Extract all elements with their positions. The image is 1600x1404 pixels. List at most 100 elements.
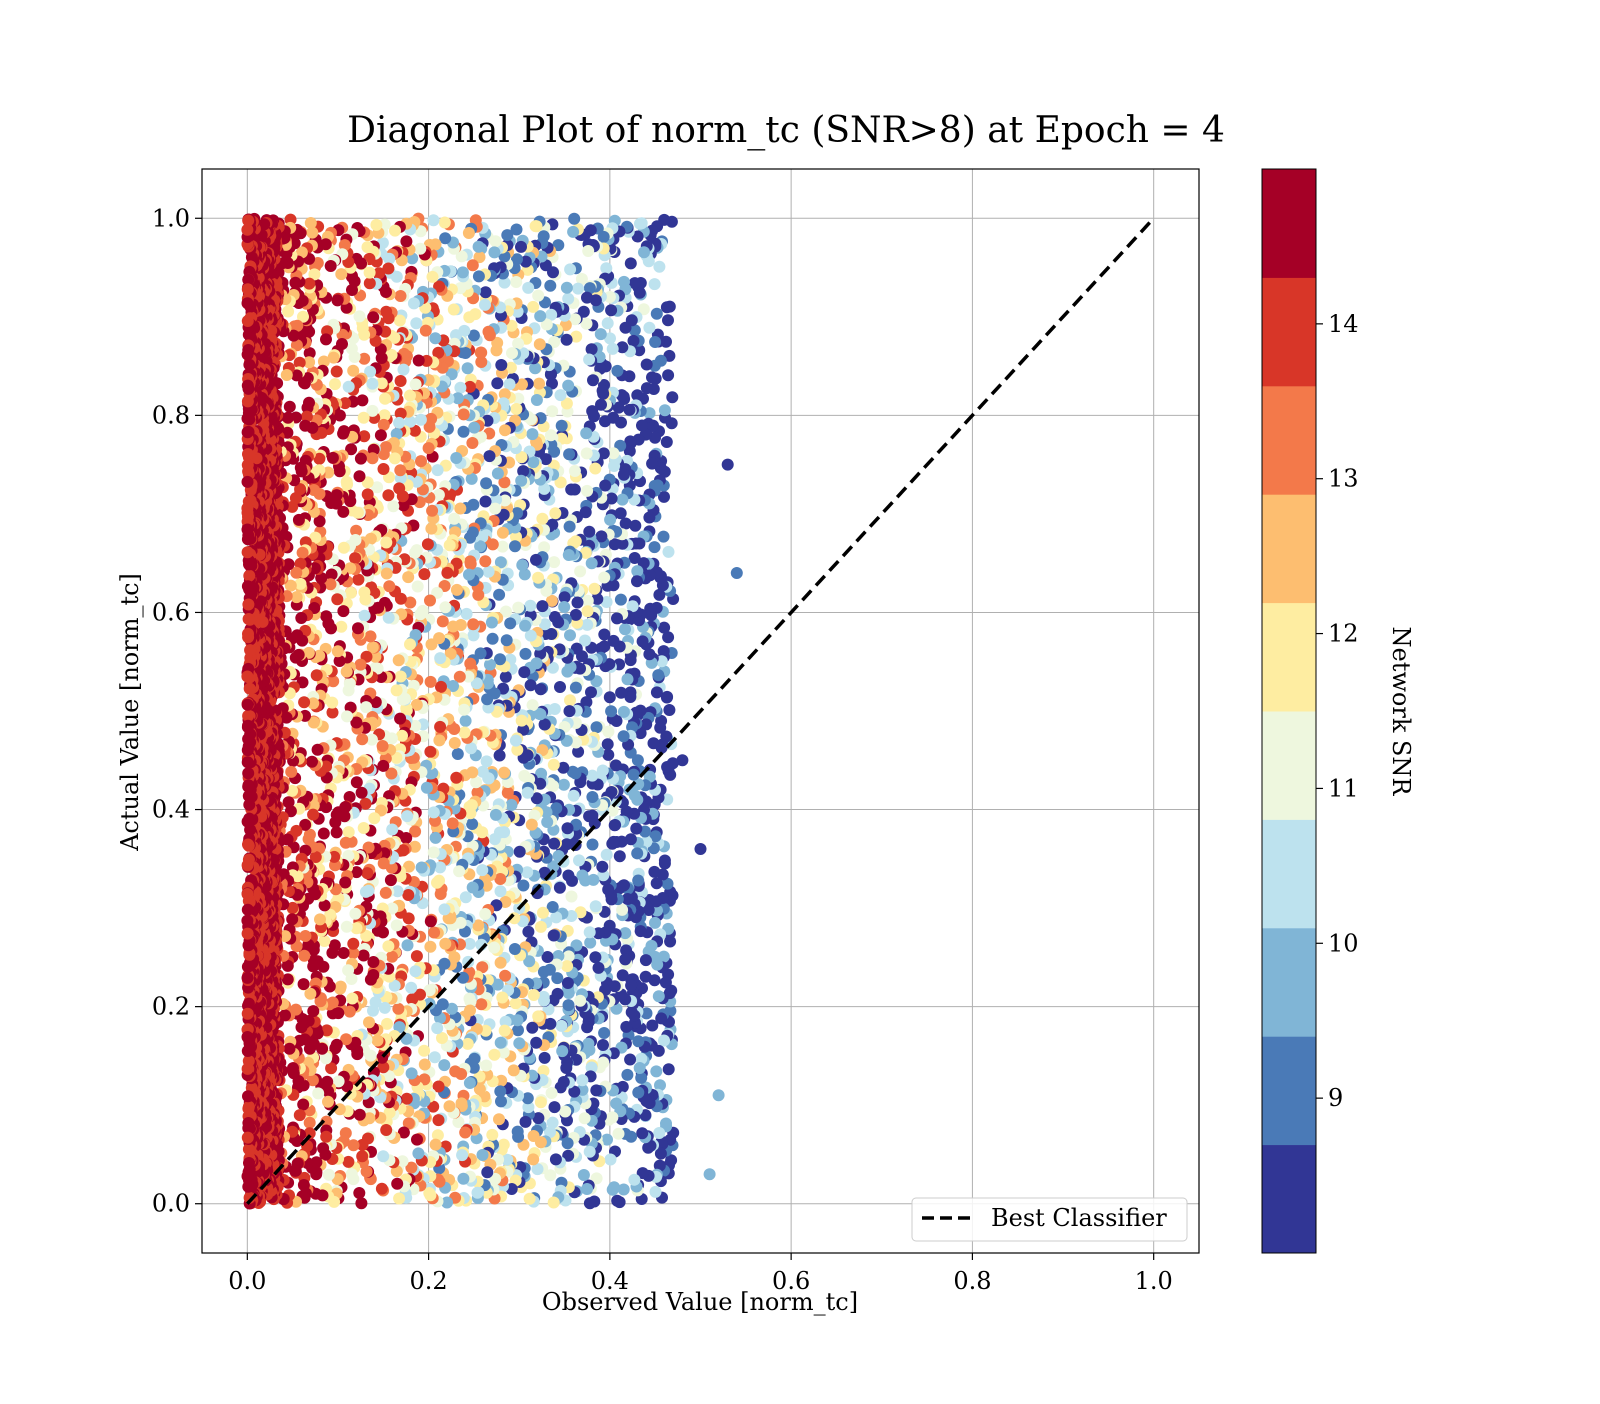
scatter-point <box>422 538 434 550</box>
scatter-point <box>360 886 372 898</box>
scatter-point <box>491 344 503 356</box>
scatter-point <box>418 568 430 580</box>
scatter-point <box>391 1178 403 1190</box>
scatter-point <box>558 779 570 791</box>
scatter-point <box>582 245 594 257</box>
scatter-point <box>556 1020 568 1032</box>
scatter-point <box>460 891 472 903</box>
scatter-point <box>563 448 575 460</box>
scatter-point <box>392 1003 404 1015</box>
scatter-point <box>606 838 618 850</box>
scatter-point <box>595 328 607 340</box>
scatter-point <box>650 1186 662 1198</box>
scatter-point <box>731 567 743 579</box>
scatter-point <box>704 1168 716 1180</box>
scatter-point <box>636 420 648 432</box>
scatter-point <box>546 1087 558 1099</box>
scatter-point <box>411 1134 423 1146</box>
scatter-point <box>409 547 421 559</box>
scatter-point <box>405 982 417 994</box>
scatter-point <box>631 389 643 401</box>
scatter-point <box>389 452 401 464</box>
scatter-point <box>394 464 406 476</box>
scatter-point <box>367 1005 379 1017</box>
scatter-point <box>380 537 392 549</box>
scatter-point <box>402 571 414 583</box>
scatter-point <box>516 715 528 727</box>
scatter-point <box>584 1197 596 1209</box>
scatter-point <box>354 1109 366 1121</box>
scatter-point <box>663 1063 675 1075</box>
scatter-point <box>604 691 616 703</box>
scatter-point <box>652 669 664 681</box>
scatter-point <box>435 888 447 900</box>
scatter-point <box>380 1124 392 1136</box>
scatter-point <box>284 1043 296 1055</box>
scatter-point <box>410 378 422 390</box>
scatter-point <box>508 1064 520 1076</box>
scatter-point <box>415 455 427 467</box>
scatter-point <box>393 654 405 666</box>
scatter-point <box>576 870 588 882</box>
scatter-point <box>347 365 359 377</box>
scatter-point <box>526 1022 538 1034</box>
scatter-point <box>413 355 425 367</box>
scatter-point <box>372 1035 384 1047</box>
scatter-point <box>495 957 507 969</box>
scatter-point <box>598 1027 610 1039</box>
scatter-point <box>286 913 298 925</box>
scatter-point <box>532 290 544 302</box>
scatter-point <box>581 447 593 459</box>
scatter-point <box>356 733 368 745</box>
scatter-point <box>597 1039 609 1051</box>
scatter-point <box>387 500 399 512</box>
scatter-point <box>653 1127 665 1139</box>
scatter-point <box>564 263 576 275</box>
scatter-point <box>628 1174 640 1186</box>
scatter-point <box>490 809 502 821</box>
scatter-point <box>462 1038 474 1050</box>
scatter-point <box>613 1128 625 1140</box>
scatter-point <box>520 648 532 660</box>
scatter-point <box>439 938 451 950</box>
scatter-point <box>451 584 463 596</box>
scatter-point <box>431 1022 443 1034</box>
scatter-point <box>581 1021 593 1033</box>
scatter-point <box>506 799 518 811</box>
scatter-point <box>457 266 469 278</box>
scatter-point <box>635 925 647 937</box>
scatter-point <box>574 565 586 577</box>
scatter-point <box>624 404 636 416</box>
scatter-point <box>473 241 485 253</box>
scatter-point <box>658 645 670 657</box>
scatter-point <box>463 311 475 323</box>
scatter-point <box>561 666 573 678</box>
scatter-point <box>481 693 493 705</box>
scatter-point <box>580 427 592 439</box>
scatter-point <box>658 1035 670 1047</box>
scatter-point <box>499 1025 511 1037</box>
scatter-point <box>459 727 471 739</box>
scatter-point <box>654 722 666 734</box>
scatter-point <box>493 1113 505 1125</box>
scatter-point <box>514 846 526 858</box>
scatter-point <box>303 833 315 845</box>
scatter-point <box>307 960 319 972</box>
scatter-point <box>558 601 570 613</box>
scatter-point <box>438 1059 450 1071</box>
scatter-point <box>332 645 344 657</box>
scatter-point <box>620 1021 632 1033</box>
scatter-point <box>359 610 371 622</box>
scatter-point <box>341 921 353 933</box>
scatter-point <box>649 278 661 290</box>
scatter-point <box>539 719 551 731</box>
scatter-point <box>495 885 507 897</box>
scatter-point <box>618 276 630 288</box>
scatter-point <box>653 589 665 601</box>
scatter-point <box>661 761 673 773</box>
scatter-point <box>618 469 630 481</box>
scatter-point <box>340 837 352 849</box>
scatter-point <box>434 652 446 664</box>
scatter-point <box>502 787 514 799</box>
scatter-point <box>515 241 527 253</box>
